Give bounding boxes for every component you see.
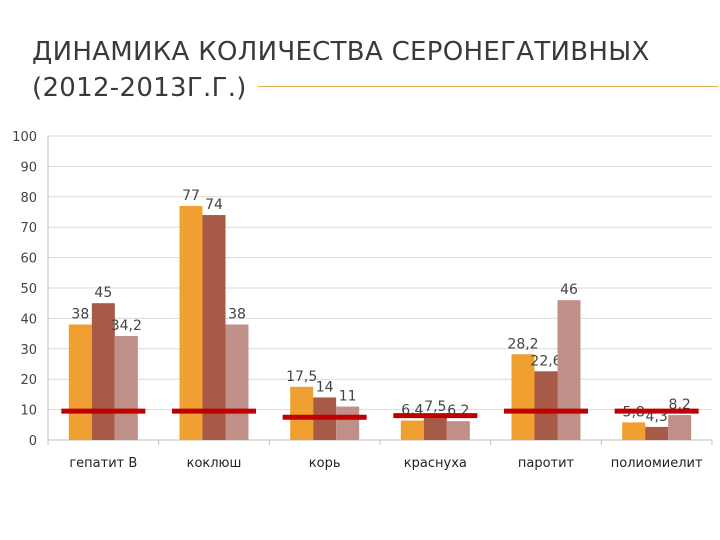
bar bbox=[622, 422, 646, 440]
title-divider bbox=[258, 86, 718, 87]
y-tick-label: 20 bbox=[20, 373, 37, 388]
bar bbox=[290, 386, 314, 440]
y-tick-label: 70 bbox=[20, 221, 37, 236]
bar bbox=[179, 205, 203, 440]
bar bbox=[511, 354, 535, 440]
bar bbox=[446, 421, 470, 440]
data-label: 17,5 bbox=[286, 369, 317, 385]
data-label: 11 bbox=[339, 389, 357, 405]
x-category-label: коклюш bbox=[187, 456, 242, 471]
data-label: 38 bbox=[228, 306, 246, 322]
slide-title: ДИНАМИКА КОЛИЧЕСТВА СЕРОНЕГАТИВНЫХ (2012… bbox=[32, 37, 650, 103]
x-category-label: полиомиелит bbox=[611, 456, 703, 471]
x-category-label: гепатит В bbox=[69, 456, 137, 471]
bar bbox=[400, 420, 424, 440]
data-label: 22,6 bbox=[530, 353, 561, 369]
x-category-label: краснуха bbox=[404, 456, 467, 471]
bar bbox=[668, 415, 692, 440]
x-category-label: корь bbox=[309, 456, 341, 471]
bar bbox=[91, 303, 115, 440]
data-label: 74 bbox=[205, 197, 223, 213]
bar bbox=[336, 406, 360, 440]
y-tick-label: 50 bbox=[20, 282, 37, 297]
y-tick-label: 10 bbox=[20, 404, 37, 419]
data-label: 28,2 bbox=[507, 336, 538, 352]
data-label: 14 bbox=[316, 379, 334, 395]
bar bbox=[557, 300, 581, 440]
data-label: 7,5 bbox=[424, 399, 446, 415]
y-tick-label: 40 bbox=[20, 312, 37, 327]
data-label: 38 bbox=[71, 306, 89, 322]
y-tick-label: 0 bbox=[29, 434, 37, 449]
y-tick-label: 90 bbox=[20, 160, 37, 175]
data-label: 45 bbox=[94, 285, 112, 301]
x-category-label: паротит bbox=[518, 456, 575, 471]
y-tick-label: 80 bbox=[20, 191, 37, 206]
data-label: 46 bbox=[560, 282, 578, 298]
bar bbox=[534, 371, 558, 440]
y-tick-label: 100 bbox=[12, 130, 37, 145]
bar bbox=[68, 324, 92, 440]
data-label: 77 bbox=[182, 188, 200, 204]
y-tick-label: 60 bbox=[20, 252, 37, 267]
y-tick-label: 30 bbox=[20, 343, 37, 358]
bar bbox=[202, 215, 226, 440]
data-label: 34,2 bbox=[111, 318, 142, 334]
bar bbox=[114, 336, 138, 440]
bar bbox=[225, 324, 249, 440]
bar bbox=[423, 417, 447, 440]
bar bbox=[645, 426, 669, 440]
